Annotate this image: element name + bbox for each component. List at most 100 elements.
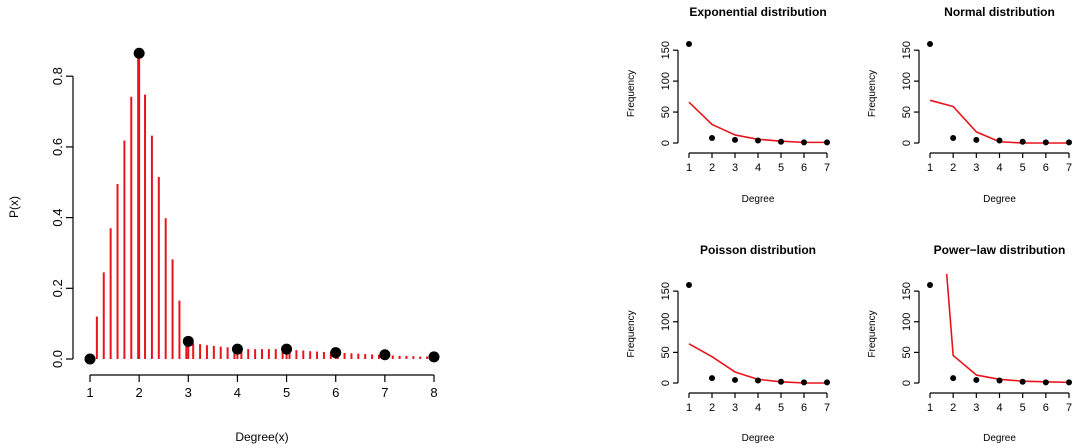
y-tick-label: 100 <box>901 313 913 331</box>
y-tick-label: 100 <box>901 72 913 90</box>
data-point <box>133 47 145 59</box>
x-tick-label: 8 <box>430 385 437 400</box>
chart-title: Poisson distribution <box>700 243 816 257</box>
data-point <box>927 41 933 47</box>
data-point <box>732 376 738 383</box>
x-tick-label: 4 <box>996 162 1002 174</box>
x-tick-label: 4 <box>996 402 1002 414</box>
x-tick-label: 7 <box>1066 162 1072 174</box>
x-tick-label: 2 <box>950 402 956 414</box>
data-point <box>709 135 715 142</box>
data-point <box>1066 379 1072 386</box>
data-point <box>824 139 830 146</box>
data-point <box>709 375 715 382</box>
x-tick-label: 5 <box>283 385 290 400</box>
chart-title: Exponential distribution <box>689 5 826 19</box>
x-tick-label: 6 <box>332 385 339 400</box>
y-axis-label: Frequency <box>626 70 637 117</box>
x-tick-label: 2 <box>950 162 956 174</box>
x-tick-label: 3 <box>973 402 979 414</box>
y-tick-label: 50 <box>901 346 913 358</box>
chart-title: Power−law distribution <box>934 243 1066 257</box>
x-tick-label: 7 <box>824 162 830 174</box>
x-tick-label: 1 <box>686 162 692 174</box>
x-tick-label: 5 <box>778 162 784 174</box>
y-tick-label: 0.8 <box>50 67 65 85</box>
y-tick-label: 150 <box>901 282 913 300</box>
data-point <box>1042 139 1049 146</box>
data-point <box>686 41 692 47</box>
x-tick-label: 1 <box>86 385 93 400</box>
data-point <box>182 335 194 347</box>
fitted-line <box>945 273 1070 384</box>
chart-panel-1: 1 2 3 4 5 6 7 8 Degree(x) 0.0 0.2 0.4 0.6 0.8 P(x) <box>7 47 440 444</box>
x-axis-label: Degree <box>742 433 775 444</box>
data-point <box>1019 138 1026 145</box>
chart-panel-5: Power−law distribution 1 2 3 4 5 6 7 Degree 0 50 10… <box>867 243 1072 444</box>
y-tick-label: 100 <box>660 313 672 331</box>
y-tick-label: 150 <box>901 41 913 59</box>
data-point <box>778 378 784 385</box>
x-tick-label: 1 <box>927 162 933 174</box>
data-point <box>801 139 807 146</box>
data-point <box>732 136 738 143</box>
x-tick-label: 3 <box>732 162 738 174</box>
y-tick-label: 150 <box>660 41 672 59</box>
data-point <box>84 353 96 365</box>
chart-panel-2: Exponential distribution 1 2 3 4 5 6 7 Degree 0 50… <box>626 5 830 205</box>
x-tick-label: 1 <box>927 402 933 414</box>
data-point <box>755 137 761 144</box>
data-point <box>927 282 933 288</box>
y-tick-label: 150 <box>660 282 672 300</box>
y-tick-label: 50 <box>660 106 672 118</box>
y-tick-label: 100 <box>660 72 672 90</box>
x-tick-label: 5 <box>1020 162 1026 174</box>
data-point <box>379 349 391 361</box>
x-tick-label: 6 <box>801 162 807 174</box>
x-tick-label: 5 <box>1020 402 1026 414</box>
x-tick-label: 4 <box>234 385 241 400</box>
data-point <box>801 379 807 386</box>
x-tick-label: 4 <box>755 402 761 414</box>
x-tick-label: 6 <box>801 402 807 414</box>
data-point <box>950 135 957 142</box>
y-tick-label: 0 <box>901 140 913 146</box>
data-point <box>281 343 293 355</box>
x-tick-label: 7 <box>381 385 388 400</box>
data-point <box>778 138 784 145</box>
chart-panel-4: Poisson distribution 1 2 3 4 5 6 7 Degree 0 50 100 1… <box>626 243 830 444</box>
y-tick-label: 0.6 <box>50 138 65 156</box>
x-tick-label: 2 <box>136 385 143 400</box>
data-point <box>973 136 980 143</box>
y-tick-label: 50 <box>901 106 913 118</box>
x-tick-label: 4 <box>755 162 761 174</box>
y-tick-label: 0.4 <box>50 209 65 227</box>
data-point <box>686 282 692 288</box>
x-tick-label: 3 <box>185 385 192 400</box>
data-point <box>231 343 243 355</box>
x-tick-label: 2 <box>709 402 715 414</box>
data-point <box>950 375 957 382</box>
y-tick-label: 0 <box>660 380 672 386</box>
data-point <box>755 377 761 384</box>
data-point <box>1042 379 1049 386</box>
x-tick-label: 2 <box>709 162 715 174</box>
x-axis-label: Degree <box>742 194 775 205</box>
x-axis-label: Degree(x) <box>235 430 288 444</box>
x-tick-label: 1 <box>686 402 692 414</box>
y-axis-label: Frequency <box>626 310 637 357</box>
y-tick-label: 0.0 <box>50 350 65 368</box>
x-tick-label: 7 <box>1066 402 1072 414</box>
y-tick-label: 50 <box>660 346 672 358</box>
x-tick-label: 6 <box>1043 162 1049 174</box>
y-axis-label: Frequency <box>867 310 878 357</box>
x-tick-label: 3 <box>973 162 979 174</box>
chart-title: Normal distribution <box>944 5 1055 19</box>
x-axis-label: Degree <box>983 194 1016 205</box>
data-point <box>1019 378 1026 385</box>
y-tick-label: 0.2 <box>50 279 65 297</box>
data-point <box>428 351 440 363</box>
x-tick-label: 5 <box>778 402 784 414</box>
y-tick-label: 0 <box>901 380 913 386</box>
